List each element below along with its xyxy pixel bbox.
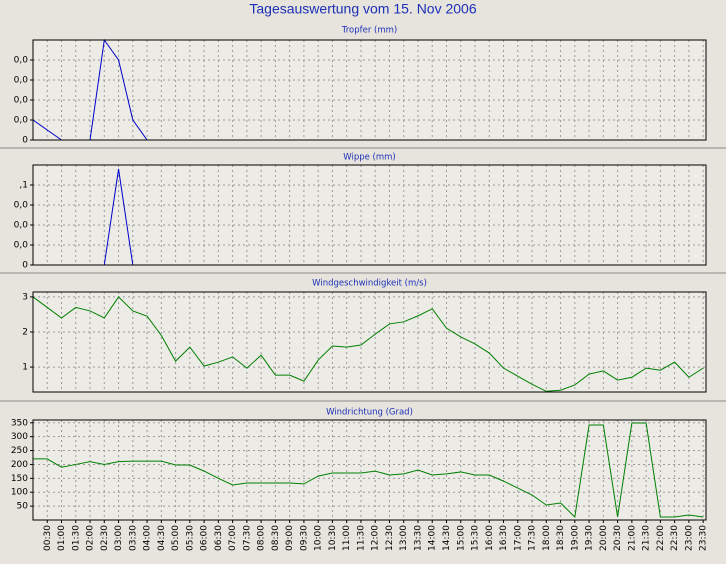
x-tick-label: 03:00 — [114, 525, 124, 551]
x-tick-label: 22:30 — [670, 525, 680, 551]
plot-frame — [32, 39, 707, 141]
plot-frame — [32, 291, 707, 393]
x-tick-label: 14:00 — [428, 525, 438, 551]
data-line — [33, 422, 704, 518]
y-tick-label: 50 — [17, 502, 29, 512]
x-tick-label: 08:30 — [271, 525, 281, 551]
x-tick-label: 03:30 — [128, 525, 138, 551]
x-tick-label: 10:30 — [328, 525, 338, 551]
x-tick-label: 18:30 — [556, 525, 566, 551]
x-tick-label: 18:00 — [542, 525, 552, 551]
x-tick-label: 01:00 — [57, 525, 67, 551]
y-tick-label: 0,0 — [14, 56, 29, 66]
y-tick-label: 200 — [11, 460, 28, 470]
x-tick-label: 17:00 — [513, 525, 523, 551]
x-tick-label: 20:00 — [599, 525, 609, 551]
y-tick-label: 350 — [11, 418, 28, 428]
plot-area — [33, 292, 706, 392]
panel-title: Windgeschwindigkeit (m/s) — [312, 279, 427, 289]
x-tick-label: 23:30 — [699, 525, 709, 551]
y-tick-label: 2 — [22, 328, 28, 338]
x-tick-label: 22:00 — [656, 525, 666, 551]
y-tick-label: 3 — [22, 292, 28, 302]
x-tick-label: 17:30 — [528, 525, 538, 551]
plot-area — [33, 165, 706, 265]
y-tick-label: 250 — [11, 446, 28, 456]
x-tick-label: 16:30 — [499, 525, 509, 551]
x-tick-label: 05:00 — [171, 525, 181, 551]
x-tick-label: 07:30 — [242, 525, 252, 551]
x-tick-label: 14:30 — [442, 525, 452, 551]
x-tick-label: 08:00 — [257, 525, 267, 551]
panel-title: Windrichtung (Grad) — [326, 408, 413, 418]
panel-title: Tropfer (mm) — [341, 26, 397, 36]
x-tick-label: 06:30 — [214, 525, 224, 551]
x-tick-label: 11:00 — [342, 525, 352, 551]
x-tick-label: 19:00 — [570, 525, 580, 551]
x-tick-label: 16:00 — [485, 525, 495, 551]
x-tick-label: 13:00 — [399, 525, 409, 551]
x-tick-label: 11:30 — [356, 525, 366, 551]
x-tick-label: 04:00 — [143, 525, 153, 551]
plot-frame — [32, 419, 707, 521]
y-tick-label: 100 — [11, 488, 28, 498]
y-tick-label: 0,0 — [14, 241, 29, 251]
x-tick-label: 04:30 — [157, 525, 167, 551]
x-tick-label: 02:00 — [86, 525, 96, 551]
x-tick-label: 07:00 — [228, 525, 238, 551]
y-tick-label: 0,0 — [14, 221, 29, 231]
x-tick-label: 21:30 — [642, 525, 652, 551]
x-tick-label: 09:30 — [299, 525, 309, 551]
x-tick-label: 05:30 — [185, 525, 195, 551]
data-line — [32, 296, 704, 392]
y-tick-label: 0,0 — [14, 76, 29, 86]
x-tick-label: 01:30 — [71, 525, 81, 551]
plot-area — [33, 40, 706, 140]
y-tick-label: 0 — [22, 136, 28, 146]
panel-title: Wippe (mm) — [343, 153, 396, 163]
y-tick-label: 1 — [22, 363, 28, 373]
y-tick-label: 300 — [11, 432, 28, 442]
x-tick-label: 15:00 — [456, 525, 466, 551]
x-tick-label: 00:30 — [43, 525, 53, 551]
y-tick-label: 150 — [11, 474, 28, 484]
x-tick-label: 02:30 — [100, 525, 110, 551]
x-tick-label: 13:30 — [413, 525, 423, 551]
y-tick-label: 0 — [22, 261, 28, 271]
y-tick-label: 0,0 — [14, 201, 29, 211]
y-tick-label: ,1 — [19, 181, 28, 191]
plot-frame — [32, 164, 707, 266]
x-tick-label: 21:00 — [627, 525, 637, 551]
y-tick-label: 0,0 — [14, 96, 29, 106]
x-tick-label: 06:00 — [200, 525, 210, 551]
x-tick-label: 15:30 — [471, 525, 481, 551]
y-tick-label: 0,0 — [14, 116, 29, 126]
x-tick-label: 23:00 — [684, 525, 694, 551]
x-tick-label: 12:30 — [385, 525, 395, 551]
x-tick-label: 19:30 — [585, 525, 595, 551]
x-tick-label: 20:30 — [613, 525, 623, 551]
x-tick-label: 10:00 — [314, 525, 324, 551]
page-title: Tagesauswertung vom 15. Nov 2006 — [249, 1, 476, 17]
x-tick-label: 09:00 — [285, 525, 295, 551]
x-tick-label: 12:00 — [371, 525, 381, 551]
